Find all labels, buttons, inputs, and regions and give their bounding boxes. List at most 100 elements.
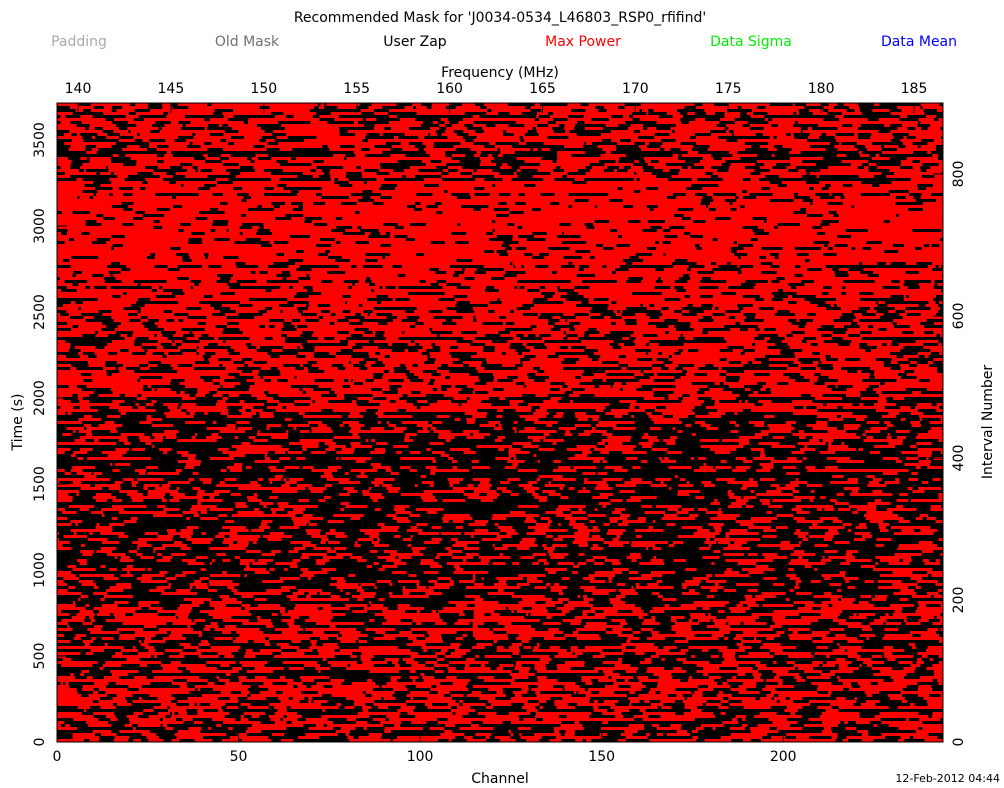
mask-texture (396, 163, 408, 166)
mask-texture (134, 340, 139, 343)
mask-texture (690, 235, 703, 238)
mask-texture (60, 313, 69, 316)
mask-texture (203, 379, 213, 382)
mask-texture (452, 163, 465, 166)
mask-texture (541, 154, 558, 157)
mask-texture (380, 421, 387, 424)
mask-texture (401, 151, 410, 154)
mask-texture (262, 463, 266, 466)
mask-texture (101, 328, 104, 331)
mask-texture (695, 193, 701, 196)
mask-texture (845, 490, 852, 493)
mask-texture (894, 190, 909, 193)
mask-texture (366, 421, 378, 424)
mask-texture (884, 475, 889, 478)
mask-texture (499, 493, 511, 496)
mask-texture (516, 172, 524, 175)
mask-texture (174, 442, 182, 445)
mask-texture (446, 283, 461, 286)
mask-texture (151, 442, 162, 445)
mask-texture (920, 421, 930, 424)
mask-texture (644, 310, 661, 313)
mask-texture (850, 133, 855, 136)
mask-texture (368, 178, 377, 181)
mask-texture (290, 457, 297, 460)
mask-texture (69, 109, 76, 112)
mask-texture (566, 280, 571, 283)
mask-texture (345, 301, 347, 304)
mask-texture (696, 436, 708, 439)
mask-texture (697, 178, 710, 181)
mask-texture (128, 112, 136, 115)
mask-texture (342, 295, 351, 298)
mask-texture (220, 202, 228, 205)
mask-texture (653, 379, 664, 382)
mask-texture (890, 139, 901, 142)
mask-texture (818, 175, 829, 178)
mask-texture (555, 463, 560, 466)
mask-texture (406, 460, 417, 463)
mask-texture (768, 418, 782, 421)
mask-texture (420, 451, 432, 454)
mask-texture (323, 457, 332, 460)
mask-texture (888, 163, 898, 166)
mask-texture (742, 190, 747, 193)
mask-texture (685, 454, 693, 457)
mask-texture (734, 136, 741, 139)
mask-texture (57, 241, 65, 244)
mask-texture (784, 481, 791, 484)
mask-texture (423, 397, 435, 400)
mask-texture (524, 253, 533, 256)
mask-texture (566, 334, 578, 337)
mask-texture (572, 433, 579, 436)
mask-texture (637, 472, 653, 475)
mask-texture (207, 412, 217, 415)
mask-texture (170, 382, 180, 385)
mask-texture (746, 469, 751, 472)
mask-texture (806, 172, 810, 175)
mask-texture (166, 172, 176, 175)
mask-texture (779, 433, 784, 436)
mask-texture (252, 223, 264, 226)
mask-texture (823, 157, 839, 160)
mask-texture (224, 379, 228, 382)
mask-texture (530, 397, 545, 400)
mask-texture (578, 337, 594, 340)
mask-texture (356, 127, 372, 130)
mask-texture (130, 103, 136, 106)
mask-texture (766, 157, 780, 160)
mask-texture (924, 439, 939, 442)
mask-texture (274, 139, 291, 142)
mask-texture (628, 277, 643, 280)
mask-texture (791, 322, 807, 325)
mask-texture (652, 490, 656, 493)
mask-texture (693, 337, 707, 340)
mask-texture (863, 412, 874, 415)
mask-texture (505, 322, 515, 325)
mask-texture (278, 400, 295, 403)
mask-texture (753, 418, 758, 421)
mask-texture (116, 151, 127, 154)
mask-texture (189, 331, 193, 334)
mask-texture (366, 133, 380, 136)
mask-texture (749, 427, 757, 430)
mask-texture (487, 448, 492, 451)
mask-texture (119, 469, 136, 472)
mask-texture (524, 355, 529, 358)
mask-texture (584, 223, 593, 226)
mask-texture (640, 469, 654, 472)
mask-texture (678, 337, 685, 340)
mask-texture (76, 385, 87, 388)
mask-texture (104, 448, 107, 451)
mask-texture (564, 421, 571, 424)
mask-texture (286, 478, 290, 481)
mask-texture (260, 472, 273, 475)
mask-texture (516, 439, 533, 442)
mask-texture (587, 436, 596, 439)
mask-texture (852, 412, 864, 415)
mask-texture (182, 337, 187, 340)
mask-texture (891, 364, 900, 367)
mask-texture (621, 430, 624, 433)
mask-texture (734, 253, 748, 256)
mask-texture (263, 436, 272, 439)
